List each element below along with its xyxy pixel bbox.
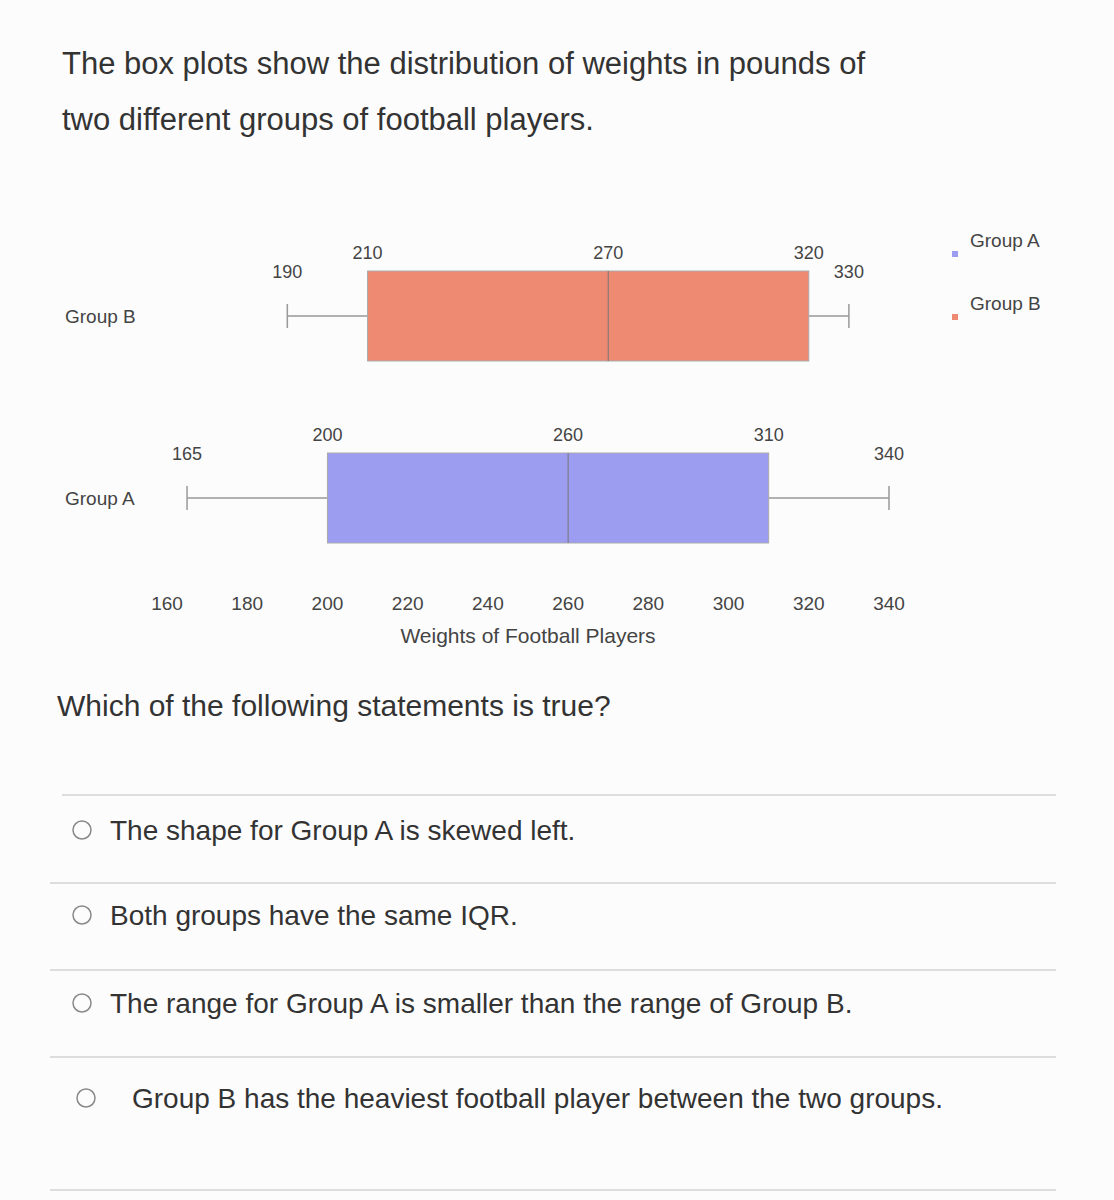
tick-label: 180 (231, 593, 263, 614)
tick-label: 160 (151, 593, 183, 614)
box (327, 453, 768, 543)
legend-label: Group B (970, 293, 1041, 314)
whisker-low (187, 497, 327, 499)
radio[interactable] (77, 1089, 95, 1107)
whisker-cap-min (186, 486, 188, 510)
radio[interactable] (73, 994, 91, 1012)
option-text[interactable]: Both groups have the same IQR. (110, 900, 518, 931)
separator (50, 882, 1056, 884)
whisker-cap-max (848, 304, 850, 328)
whisker-high (809, 315, 849, 317)
legend-label: Group A (970, 230, 1040, 251)
whisker-low (287, 315, 367, 317)
data-label: 190 (272, 262, 302, 282)
separator (50, 1056, 1056, 1058)
tick-label: 320 (793, 593, 825, 614)
whisker-cap-min (287, 304, 289, 328)
tick-label: 200 (312, 593, 344, 614)
data-label: 340 (874, 444, 904, 464)
tick-label: 260 (552, 593, 584, 614)
separator (50, 969, 1056, 971)
header-line: The box plots show the distribution of w… (62, 46, 865, 81)
option-text[interactable]: The shape for Group A is skewed left. (110, 815, 575, 846)
option-text[interactable]: The range for Group A is smaller than th… (110, 988, 852, 1019)
legend-swatch (952, 251, 958, 257)
data-label: 330 (834, 262, 864, 282)
radio[interactable] (73, 821, 91, 839)
data-label: 270 (593, 243, 623, 263)
marks (187, 271, 889, 543)
category-label: Group B (65, 306, 136, 327)
page: The box plots show the distribution of w… (0, 0, 1114, 1200)
data-label: 165 (172, 444, 202, 464)
legend-swatch (952, 314, 958, 320)
tick-label: 300 (713, 593, 745, 614)
header-line: two different groups of football players… (62, 102, 594, 137)
median-line (608, 271, 609, 361)
axis-title: Weights of Football Players (400, 624, 655, 647)
data-label: 210 (353, 243, 383, 263)
separator (62, 794, 1056, 796)
data-label: 310 (754, 425, 784, 445)
whisker-cap-max (888, 486, 890, 510)
tick-label: 220 (392, 593, 424, 614)
data-label: 260 (553, 425, 583, 445)
tick-label: 340 (873, 593, 905, 614)
tick-label: 280 (632, 593, 664, 614)
box (368, 271, 809, 361)
radio[interactable] (73, 906, 91, 924)
data-labels: 165 200 260 310 340 190 210 270 320 330 (172, 243, 904, 464)
tick-label: 240 (472, 593, 504, 614)
question-prompt: Which of the following statements is tru… (57, 689, 611, 722)
separator (50, 1189, 1056, 1191)
data-label: 320 (794, 243, 824, 263)
whisker-high (769, 497, 889, 499)
category-label: Group A (65, 488, 135, 509)
data-label: 200 (312, 425, 342, 445)
option-text[interactable]: Group B has the heaviest football player… (132, 1083, 943, 1114)
median-line (568, 453, 569, 543)
